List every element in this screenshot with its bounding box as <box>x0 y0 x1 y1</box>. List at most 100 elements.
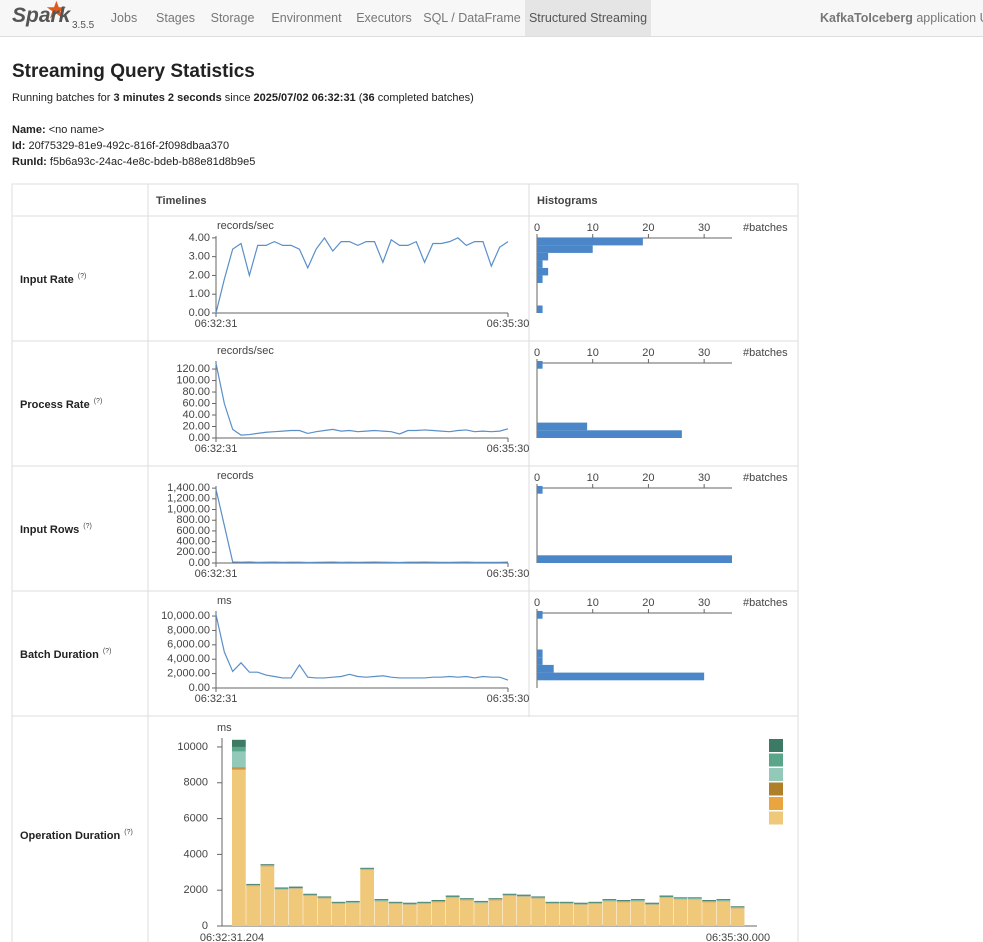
nav-tab[interactable]: Executors <box>356 11 412 25</box>
op-bar-segment <box>431 900 446 902</box>
op-bar-segment <box>388 902 403 904</box>
op-bar-segment <box>303 893 317 895</box>
y-tick-label: 2000 <box>184 884 208 896</box>
op-bar-segment <box>588 904 602 926</box>
column-header: Histograms <box>537 195 598 207</box>
y-tick-label: 10,000.00 <box>161 610 210 622</box>
op-bar-segment <box>431 902 446 926</box>
hist-axis-label: #batches <box>743 472 788 484</box>
running-value: 3 minutes 2 seconds <box>113 92 222 104</box>
op-bar-segment <box>374 900 389 901</box>
op-bar-segment <box>331 901 346 903</box>
op-bar-segment <box>246 884 260 886</box>
running-value: 36 <box>362 92 375 104</box>
row-label: Input Rows (?) <box>20 523 92 536</box>
hist-tick-label: 10 <box>587 472 599 484</box>
row-label-text: Operation Duration <box>20 830 121 842</box>
legend-swatch <box>769 753 783 767</box>
hist-tick-label: 20 <box>642 472 654 484</box>
hist-bar <box>537 486 543 494</box>
op-bar-segment <box>360 870 374 926</box>
hist-bar <box>537 260 543 268</box>
hist-bar <box>537 657 543 665</box>
legend-swatch <box>769 739 783 752</box>
y-tick-label: 1,200.00 <box>167 493 210 505</box>
hist-bar <box>537 664 554 673</box>
op-bar-segment <box>688 897 702 899</box>
op-bar-segment <box>331 902 346 904</box>
x-tick-label: 06:32:31 <box>195 318 238 330</box>
op-bar-segment <box>531 896 545 898</box>
hist-bar <box>537 252 549 261</box>
op-bar-segment <box>645 903 659 905</box>
nav-tab[interactable]: Jobs <box>110 11 138 25</box>
info-line: Name: <no name> <box>12 124 104 136</box>
y-tick-label: 40.00 <box>182 409 210 421</box>
op-bar-segment <box>317 896 332 898</box>
y-tick-label: 8000 <box>184 777 208 789</box>
op-bar-segment <box>488 900 503 926</box>
op-bar-segment <box>445 896 460 897</box>
nav-tab[interactable]: Stages <box>156 11 195 25</box>
version: 3.5.5 <box>72 20 95 31</box>
y-tick-label: 0.00 <box>189 432 210 444</box>
help-icon: (?) <box>78 273 87 280</box>
timeline <box>215 363 509 436</box>
row-label-text: Process Rate <box>20 399 90 411</box>
op-bar-segment <box>559 901 574 903</box>
hist-axis-label: #batches <box>743 347 788 359</box>
y-tick-label: 10000 <box>177 741 208 753</box>
op-bar-segment <box>346 901 360 903</box>
op-bar-segment <box>388 901 403 903</box>
op-bar-segment <box>716 899 731 901</box>
op-bar-segment <box>659 896 674 897</box>
x-tick-label: 06:35:30 <box>487 693 530 705</box>
op-bar-segment <box>502 894 517 896</box>
hist-bar <box>537 361 543 369</box>
op-bar-segment <box>645 905 659 926</box>
unit-label: ms <box>217 595 232 607</box>
timeline <box>215 489 509 564</box>
hist-axis-label: #batches <box>743 222 788 234</box>
op-bar-segment <box>317 897 332 898</box>
nav-tab[interactable]: Structured Streaming <box>525 0 651 36</box>
hist-bar <box>537 430 682 438</box>
op-bar-segment <box>274 888 289 889</box>
y-tick-label: 4000 <box>184 848 208 860</box>
op-bar-segment <box>716 901 731 926</box>
op-bar-segment <box>502 893 517 895</box>
page-title: Streaming Query Statistics <box>12 61 255 82</box>
op-bar-segment <box>659 897 674 926</box>
op-bar-segment <box>545 904 560 926</box>
legend-swatch <box>769 797 783 810</box>
op-bar-segment <box>360 868 374 870</box>
op-bar-segment <box>474 900 488 902</box>
running-text: completed batches) <box>374 92 474 104</box>
nav-tab[interactable]: Environment <box>271 11 342 25</box>
column-header: Timelines <box>156 195 207 207</box>
hist-tick-label: 20 <box>642 597 654 609</box>
y-tick-label: 800.00 <box>176 514 210 526</box>
op-bar-segment <box>417 901 431 903</box>
running-value: 2025/07/02 06:32:31 <box>253 92 356 104</box>
x-tick-label: 06:32:31 <box>195 693 238 705</box>
op-bar-segment <box>246 883 260 885</box>
timeline <box>215 236 509 314</box>
table-frame <box>11 183 799 942</box>
row-label-text: Input Rate <box>20 274 74 286</box>
op-bar-segment <box>317 898 332 926</box>
x-tick-label: 06:32:31 <box>195 568 238 580</box>
op-bar-segment <box>474 903 488 926</box>
op-bar-segment <box>232 739 246 747</box>
row-label: Operation Duration (?) <box>20 829 133 842</box>
help-icon: (?) <box>94 398 103 405</box>
unit-label: records <box>217 470 254 482</box>
app-name: KafkaToIceberg <box>820 11 913 25</box>
nav-tab[interactable]: SQL / DataFrame <box>423 11 521 25</box>
op-bar-segment <box>232 767 246 769</box>
nav-tab[interactable]: Storage <box>210 11 255 25</box>
timeline <box>215 614 509 681</box>
op-bar-segment <box>346 903 360 926</box>
op-bar-segment <box>645 902 659 904</box>
hist-bar <box>537 275 543 283</box>
